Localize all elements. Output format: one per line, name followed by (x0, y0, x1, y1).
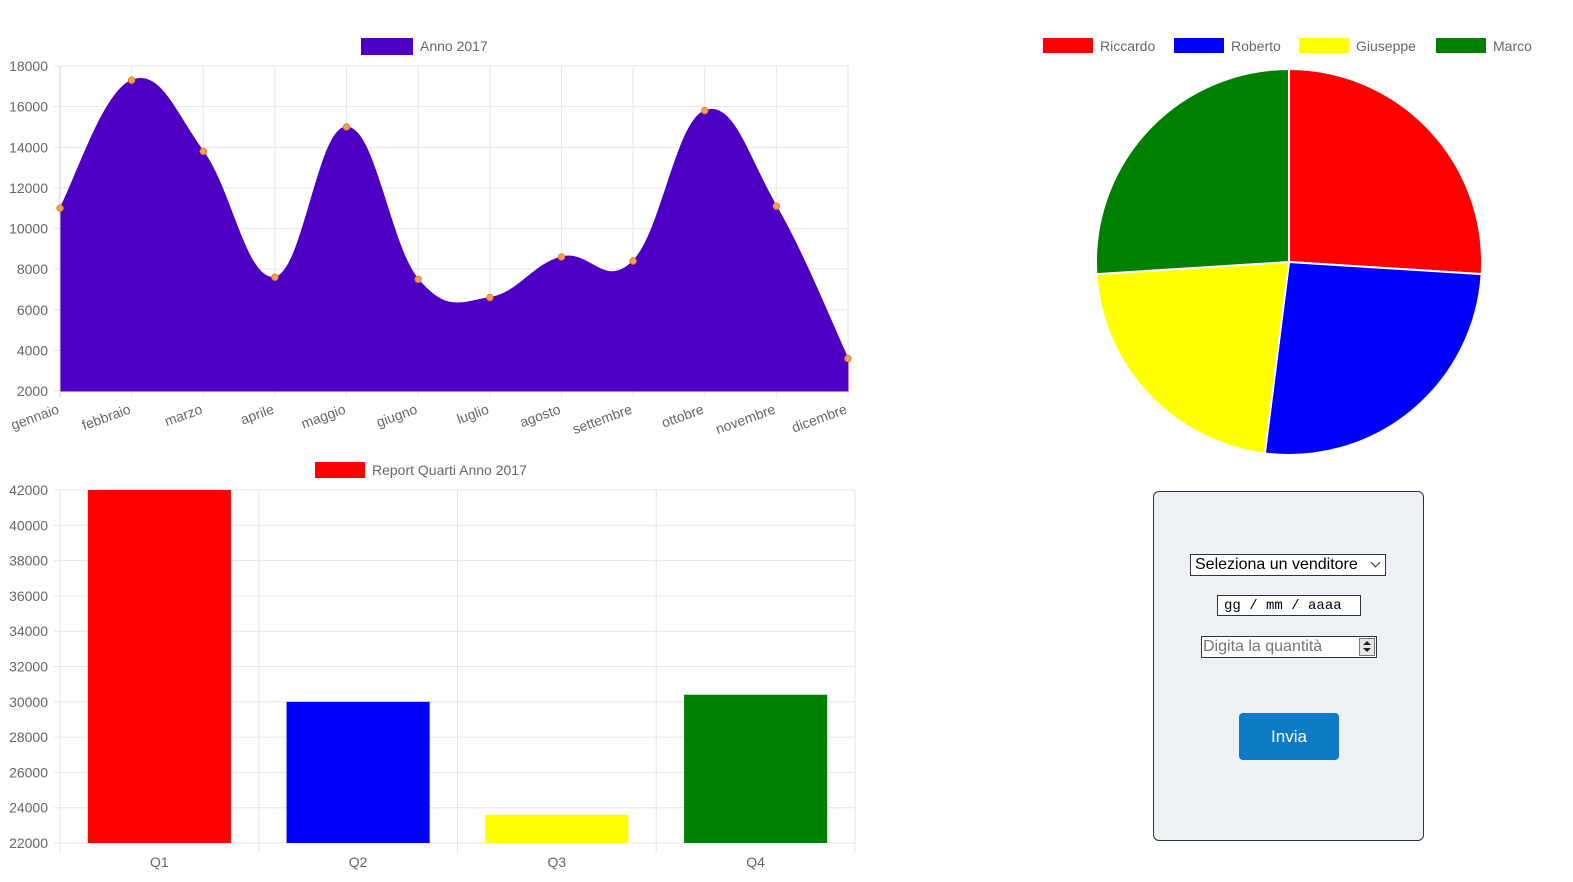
data-point (271, 273, 279, 281)
chevron-down-icon (1370, 557, 1381, 568)
y-tick-label: 4000 (17, 342, 48, 358)
quantity-input[interactable] (1202, 637, 1353, 657)
legend-label: Report Quarti Anno 2017 (372, 462, 527, 478)
y-tick-label: 18000 (9, 58, 48, 74)
data-point (486, 293, 494, 302)
y-tick-label: 22000 (9, 835, 48, 851)
quantity-field-wrapper (1201, 636, 1377, 658)
seller-select-value: Seleziona un venditore (1195, 556, 1358, 573)
pie-slice-roberto (1263, 260, 1483, 456)
date-field[interactable]: gg / mm / aaaa (1217, 595, 1361, 616)
data-point (342, 123, 351, 131)
y-tick-label: 6000 (17, 302, 48, 318)
quantity-stepper[interactable] (1359, 638, 1375, 656)
x-tick-label: Q1 (150, 854, 169, 870)
data-point (199, 147, 207, 156)
y-tick-label: 32000 (9, 659, 48, 675)
legend-label: Riccardo (1100, 38, 1155, 54)
legend-label: Anno 2017 (420, 38, 488, 54)
data-point (844, 354, 852, 363)
x-tick-label: Q4 (746, 854, 765, 870)
legend-label: Giuseppe (1356, 38, 1416, 54)
bar-q1 (87, 490, 231, 843)
y-tick-label: 12000 (9, 180, 48, 196)
x-tick-label: Q2 (349, 854, 368, 870)
quarterly-bar-chart: 22000 24000 26000 28000 30000 32000 34000 36000… (9, 462, 856, 870)
data-point (772, 202, 781, 210)
sale-entry-form: Seleziona un venditore gg / mm / aaaa In… (1153, 491, 1424, 841)
y-tick-label: 30000 (9, 694, 48, 710)
data-point (701, 106, 709, 115)
legend-swatch (315, 462, 365, 478)
legend-label: Roberto (1231, 38, 1281, 54)
legend-swatch (1043, 38, 1093, 53)
legend-swatch (1174, 38, 1224, 53)
area-series-anno-2017 (59, 77, 849, 392)
legend-label: Marco (1493, 38, 1532, 54)
pie-slice-giuseppe (1095, 260, 1291, 455)
data-point (56, 204, 64, 212)
legend-swatch (1436, 38, 1486, 53)
y-tick-label: 36000 (9, 588, 48, 604)
stepper-up-icon[interactable] (1363, 641, 1371, 645)
legend-swatch (361, 38, 413, 55)
date-placeholder: gg / mm / aaaa (1224, 598, 1342, 614)
y-tick-label: 34000 (9, 623, 48, 639)
y-tick-label: 42000 (9, 482, 48, 498)
monthly-area-chart: 2000 4000 6000 8000 10000 12000 14000 16000 1800… (9, 38, 852, 437)
bar-q2 (286, 701, 430, 843)
data-point (127, 76, 136, 84)
bar-q4 (684, 694, 828, 843)
legend-swatch (1299, 38, 1349, 53)
y-tick-label: 38000 (9, 553, 48, 569)
y-tick-label: 14000 (9, 139, 48, 155)
data-point (557, 253, 566, 261)
data-point (629, 257, 637, 265)
stepper-down-icon[interactable] (1363, 648, 1371, 652)
y-tick-label: 16000 (9, 99, 48, 115)
pie-slice-marco (1095, 67, 1290, 276)
y-tick-label: 28000 (9, 729, 48, 745)
y-tick-label: 8000 (17, 261, 48, 277)
seller-select[interactable]: Seleziona un venditore (1190, 554, 1386, 576)
bar-q3 (485, 814, 629, 843)
seller-pie-chart: Riccardo Roberto Giuseppe Marco (1043, 38, 1532, 456)
y-tick-label: 40000 (9, 517, 48, 533)
data-point (414, 275, 422, 283)
y-tick-label: 2000 (17, 383, 48, 399)
pie-slice-riccardo (1288, 67, 1483, 276)
submit-button[interactable]: Invia (1239, 713, 1339, 760)
x-tick-label: Q3 (548, 854, 567, 870)
y-tick-label: 24000 (9, 800, 48, 816)
y-tick-label: 10000 (9, 221, 48, 237)
y-tick-label: 26000 (9, 764, 48, 780)
